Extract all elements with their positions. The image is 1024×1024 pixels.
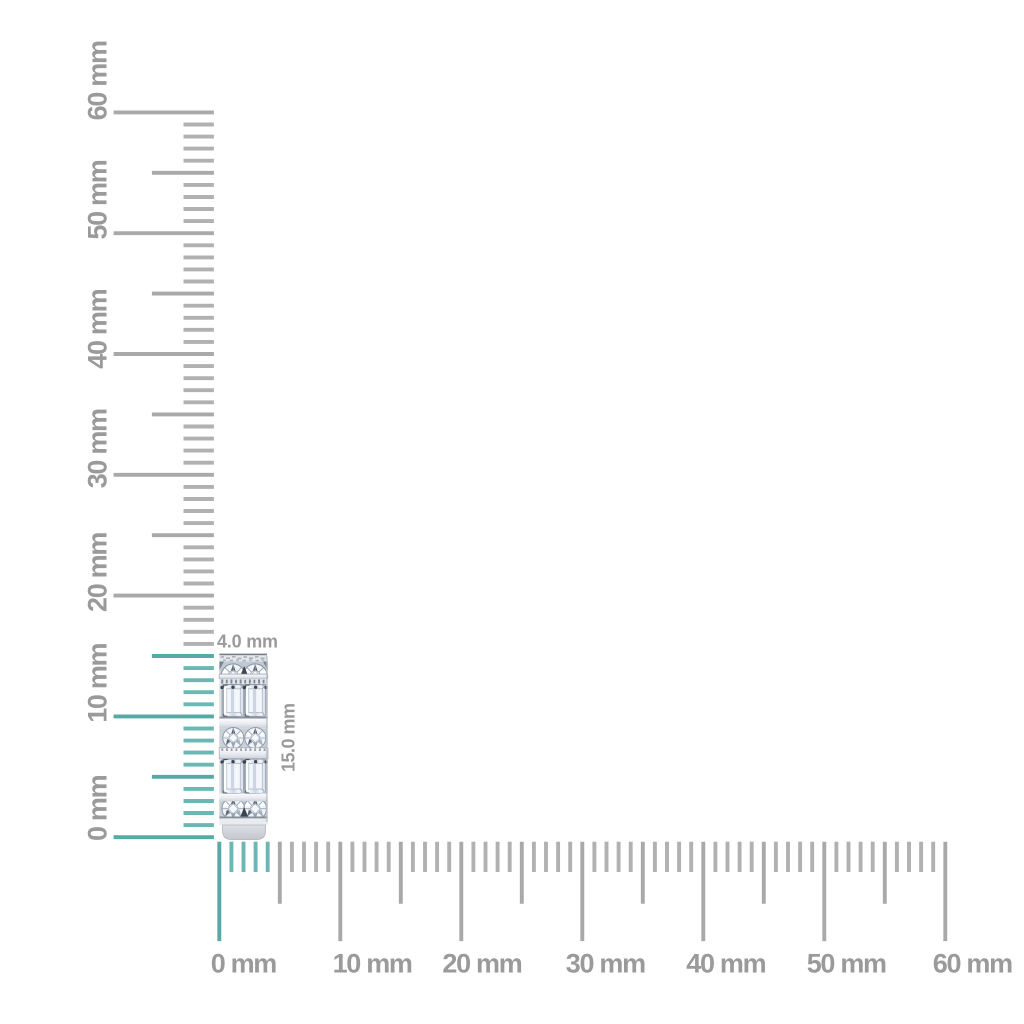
svg-text:0 mm: 0 mm: [211, 949, 277, 979]
svg-text:40 mm: 40 mm: [686, 949, 765, 979]
svg-text:10 mm: 10 mm: [82, 643, 112, 722]
svg-text:4.0 mm: 4.0 mm: [217, 632, 278, 652]
svg-text:50 mm: 50 mm: [807, 949, 886, 979]
svg-text:50 mm: 50 mm: [82, 160, 112, 239]
svg-text:20 mm: 20 mm: [82, 533, 112, 612]
svg-text:30 mm: 30 mm: [82, 409, 112, 488]
svg-text:10 mm: 10 mm: [333, 949, 412, 979]
svg-text:60 mm: 60 mm: [933, 949, 1012, 979]
svg-text:0 mm: 0 mm: [82, 775, 112, 841]
svg-text:40 mm: 40 mm: [82, 289, 112, 368]
svg-text:20 mm: 20 mm: [442, 949, 521, 979]
svg-text:60 mm: 60 mm: [82, 41, 112, 120]
svg-text:15.0 mm: 15.0 mm: [279, 703, 299, 772]
svg-text:30 mm: 30 mm: [566, 949, 645, 979]
